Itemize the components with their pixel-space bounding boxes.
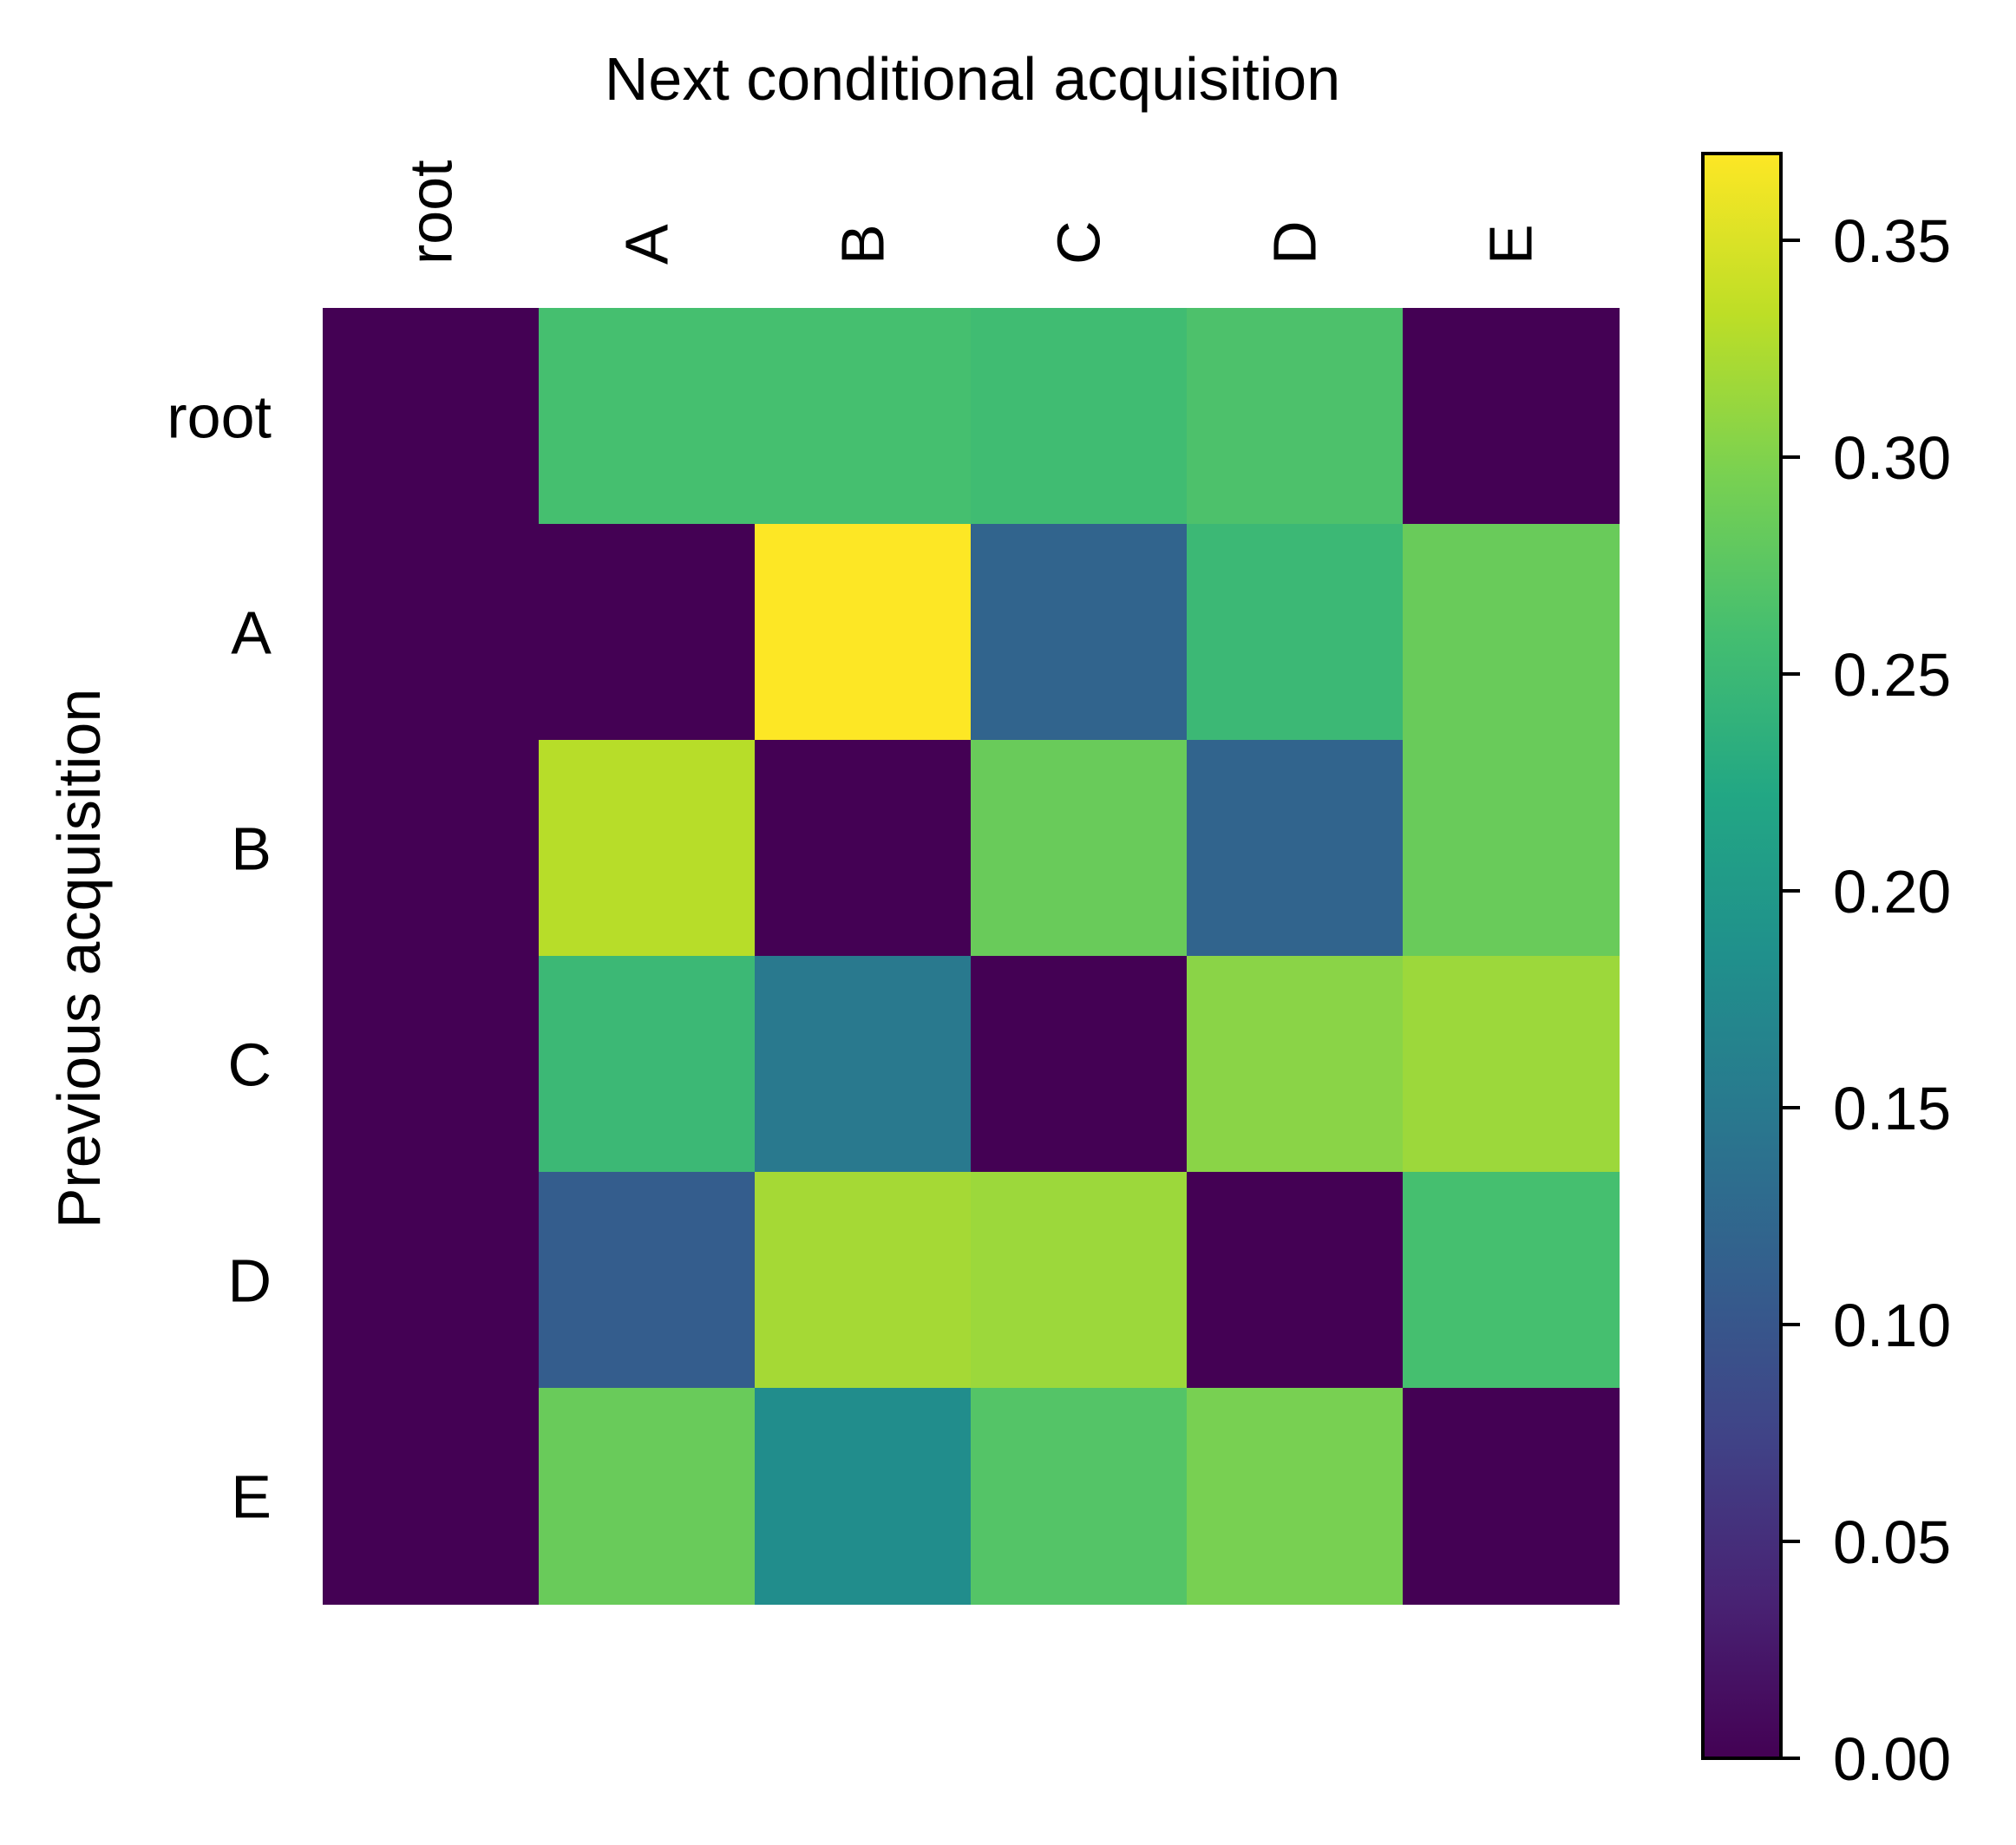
heatmap-cell <box>539 524 756 741</box>
heatmap-cell <box>1187 956 1404 1173</box>
x-tick-labels: root A B C D E <box>397 160 1545 265</box>
colorbar-tick-label: 0.15 <box>1833 1075 1951 1142</box>
x-tick-label: D <box>1261 220 1329 265</box>
heatmap-cell <box>323 524 540 741</box>
heatmap-cell <box>323 1388 540 1605</box>
heatmap-cell <box>323 308 540 525</box>
heatmap-cell <box>755 740 972 957</box>
heatmap-cell <box>1403 308 1620 525</box>
x-tick-label: A <box>613 224 681 265</box>
heatmap-cell <box>755 956 972 1173</box>
y-tick-label: D <box>227 1247 272 1315</box>
heatmap-cell <box>1403 956 1620 1173</box>
heatmap-cell <box>539 1172 756 1389</box>
x-axis-title: Next conditional acquisition <box>605 45 1340 113</box>
x-tick-label: E <box>1477 224 1545 265</box>
heatmap-cell <box>1403 740 1620 957</box>
heatmap-cell <box>1187 524 1404 741</box>
heatmap-cell <box>971 1172 1188 1389</box>
heatmap-cell <box>1403 1172 1620 1389</box>
y-tick-label: A <box>231 599 272 667</box>
heatmap-cell <box>971 956 1188 1173</box>
x-tick-label: root <box>397 160 465 265</box>
heatmap-cell <box>323 1172 540 1389</box>
colorbar <box>1701 152 1783 1760</box>
heatmap-cell <box>1187 1388 1404 1605</box>
colorbar-tick-label: 0.35 <box>1833 207 1951 275</box>
colorbar-tick-label: 0.25 <box>1833 641 1951 709</box>
heatmap-cell <box>539 1388 756 1605</box>
heatmap-cell <box>539 740 756 957</box>
y-tick-label: E <box>231 1463 272 1531</box>
heatmap-cell <box>323 956 540 1173</box>
heatmap-cell <box>1187 740 1404 957</box>
heatmap-cell <box>1187 308 1404 525</box>
y-tick-label: B <box>231 815 272 883</box>
heatmap-cell <box>971 308 1188 525</box>
heatmap-cell <box>755 524 972 741</box>
x-tick-label: C <box>1045 220 1113 265</box>
heatmap-cell <box>1187 1172 1404 1389</box>
colorbar-ticks: 0.00 0.05 0.10 0.15 0.20 0.25 0.30 0.35 <box>1781 207 1951 1793</box>
y-axis-title: Previous acquisition <box>45 689 113 1229</box>
heatmap-cell <box>971 740 1188 957</box>
heatmap-cell <box>1403 524 1620 741</box>
heatmap-cell <box>323 740 540 957</box>
y-tick-label: root <box>167 383 272 451</box>
heatmap-cell <box>539 308 756 525</box>
heatmap-cells <box>323 308 1620 1605</box>
y-tick-label: C <box>227 1031 272 1099</box>
heatmap-cell <box>1403 1388 1620 1605</box>
heatmap-cell <box>971 524 1188 741</box>
colorbar-tick-label: 0.05 <box>1833 1508 1951 1576</box>
heatmap-cell <box>971 1388 1188 1605</box>
heatmap-cell <box>755 1172 972 1389</box>
colorbar-tick-label: 0.10 <box>1833 1292 1951 1359</box>
heatmap-cell <box>755 308 972 525</box>
y-tick-labels: root A B C D E <box>167 383 272 1531</box>
colorbar-tick-label: 0.30 <box>1833 424 1951 492</box>
colorbar-tick-label: 0.20 <box>1833 858 1951 926</box>
heatmap-cell <box>755 1388 972 1605</box>
heatmap-cell <box>539 956 756 1173</box>
x-tick-label: B <box>829 224 897 265</box>
colorbar-tick-label: 0.00 <box>1833 1725 1951 1793</box>
